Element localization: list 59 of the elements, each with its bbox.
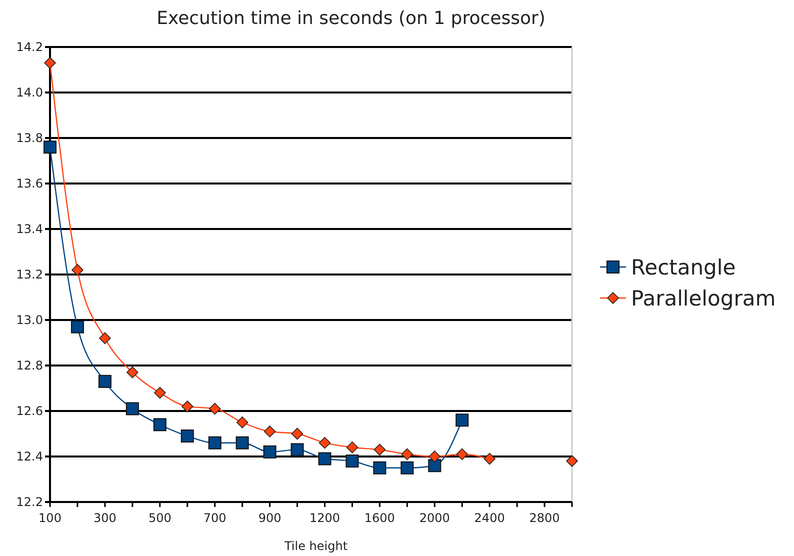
point (374, 444, 386, 456)
point (373, 461, 386, 474)
x-axis-title: Tile height (283, 539, 348, 553)
point (126, 402, 139, 416)
point (290, 443, 304, 456)
legend-label: Rectangle (631, 255, 736, 280)
y-tick-label: 14.0 (16, 86, 43, 100)
point (428, 459, 442, 472)
y-tick-label: 13.4 (16, 222, 43, 236)
y-tick-label: 13.0 (16, 313, 43, 328)
x-tick-label: 900 (258, 511, 282, 525)
point (456, 448, 468, 460)
x-tick-label: 700 (203, 511, 226, 525)
point (208, 402, 221, 415)
point (72, 264, 84, 276)
point (154, 386, 166, 399)
point (44, 140, 56, 154)
point (208, 436, 222, 450)
point (318, 452, 332, 466)
point (236, 416, 248, 428)
y-tick-label: 12.6 (16, 404, 43, 418)
y-tick-label: 12.2 (16, 495, 43, 510)
chart-title: Execution time in seconds (on 1 processor) (156, 8, 546, 29)
y-tick-label: 13.2 (16, 268, 43, 282)
x-tick-label: 1200 (309, 511, 340, 525)
x-tick-label: 2400 (474, 511, 505, 525)
x-tick-label: 100 (38, 511, 62, 525)
point (70, 320, 84, 334)
y-tick-label: 13.8 (16, 131, 43, 146)
x-tick-label: 500 (148, 511, 172, 525)
x-tick-label: 2800 (529, 511, 560, 525)
x-tick-label: 1600 (364, 511, 395, 525)
point (346, 454, 359, 468)
point (98, 374, 112, 388)
point (263, 445, 276, 458)
legend-label: Parallelogram (631, 286, 776, 310)
y-tick-label: 13.6 (16, 176, 43, 191)
y-tick-label: 12.8 (16, 358, 43, 373)
point (99, 332, 111, 344)
point (484, 452, 496, 465)
point (236, 436, 249, 450)
point (181, 400, 194, 412)
point (346, 442, 358, 454)
x-tick-label: 300 (93, 511, 116, 525)
point (456, 414, 469, 427)
point (428, 450, 441, 462)
point (318, 436, 331, 449)
point (566, 455, 578, 467)
point (291, 428, 304, 440)
point (153, 418, 166, 432)
point (44, 57, 56, 69)
point (264, 426, 276, 438)
point (180, 430, 194, 443)
point (400, 461, 414, 474)
y-tick-label: 12.4 (16, 450, 43, 464)
x-tick-label: 2000 (419, 511, 450, 525)
point (401, 448, 414, 460)
y-tick-label: 14.2 (16, 40, 43, 54)
point (126, 366, 138, 378)
